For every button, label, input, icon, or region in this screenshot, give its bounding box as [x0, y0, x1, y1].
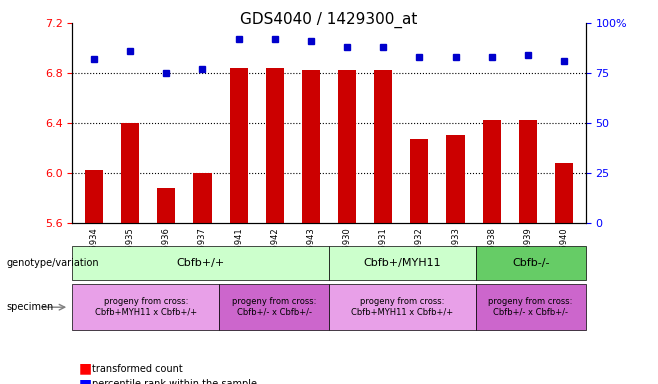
Bar	[193, 173, 211, 223]
Text: percentile rank within the sample: percentile rank within the sample	[92, 379, 257, 384]
Bar	[482, 121, 501, 223]
Bar	[85, 170, 103, 223]
Bar	[374, 71, 392, 223]
Text: ■: ■	[79, 362, 92, 376]
Bar	[338, 71, 356, 223]
Text: progeny from cross:
Cbfb+MYH11 x Cbfb+/+: progeny from cross: Cbfb+MYH11 x Cbfb+/+	[95, 298, 197, 317]
Text: GDS4040 / 1429300_at: GDS4040 / 1429300_at	[240, 12, 418, 28]
Text: progeny from cross:
Cbfb+MYH11 x Cbfb+/+: progeny from cross: Cbfb+MYH11 x Cbfb+/+	[351, 298, 453, 317]
Text: ■: ■	[79, 377, 92, 384]
Bar	[121, 123, 139, 223]
Text: transformed count: transformed count	[92, 364, 183, 374]
Text: Cbfb+/+: Cbfb+/+	[176, 258, 225, 268]
Bar	[157, 188, 176, 223]
Bar	[519, 121, 537, 223]
Text: specimen: specimen	[7, 302, 54, 312]
Bar	[411, 139, 428, 223]
Bar	[555, 163, 573, 223]
Text: progeny from cross:
Cbfb+/- x Cbfb+/-: progeny from cross: Cbfb+/- x Cbfb+/-	[232, 298, 316, 317]
Text: progeny from cross:
Cbfb+/- x Cbfb+/-: progeny from cross: Cbfb+/- x Cbfb+/-	[488, 298, 573, 317]
Text: genotype/variation: genotype/variation	[7, 258, 99, 268]
Text: Cbfb+/MYH11: Cbfb+/MYH11	[363, 258, 441, 268]
Text: Cbfb-/-: Cbfb-/-	[512, 258, 549, 268]
Bar	[447, 136, 465, 223]
Bar	[302, 71, 320, 223]
Bar	[230, 68, 247, 223]
Bar	[266, 68, 284, 223]
